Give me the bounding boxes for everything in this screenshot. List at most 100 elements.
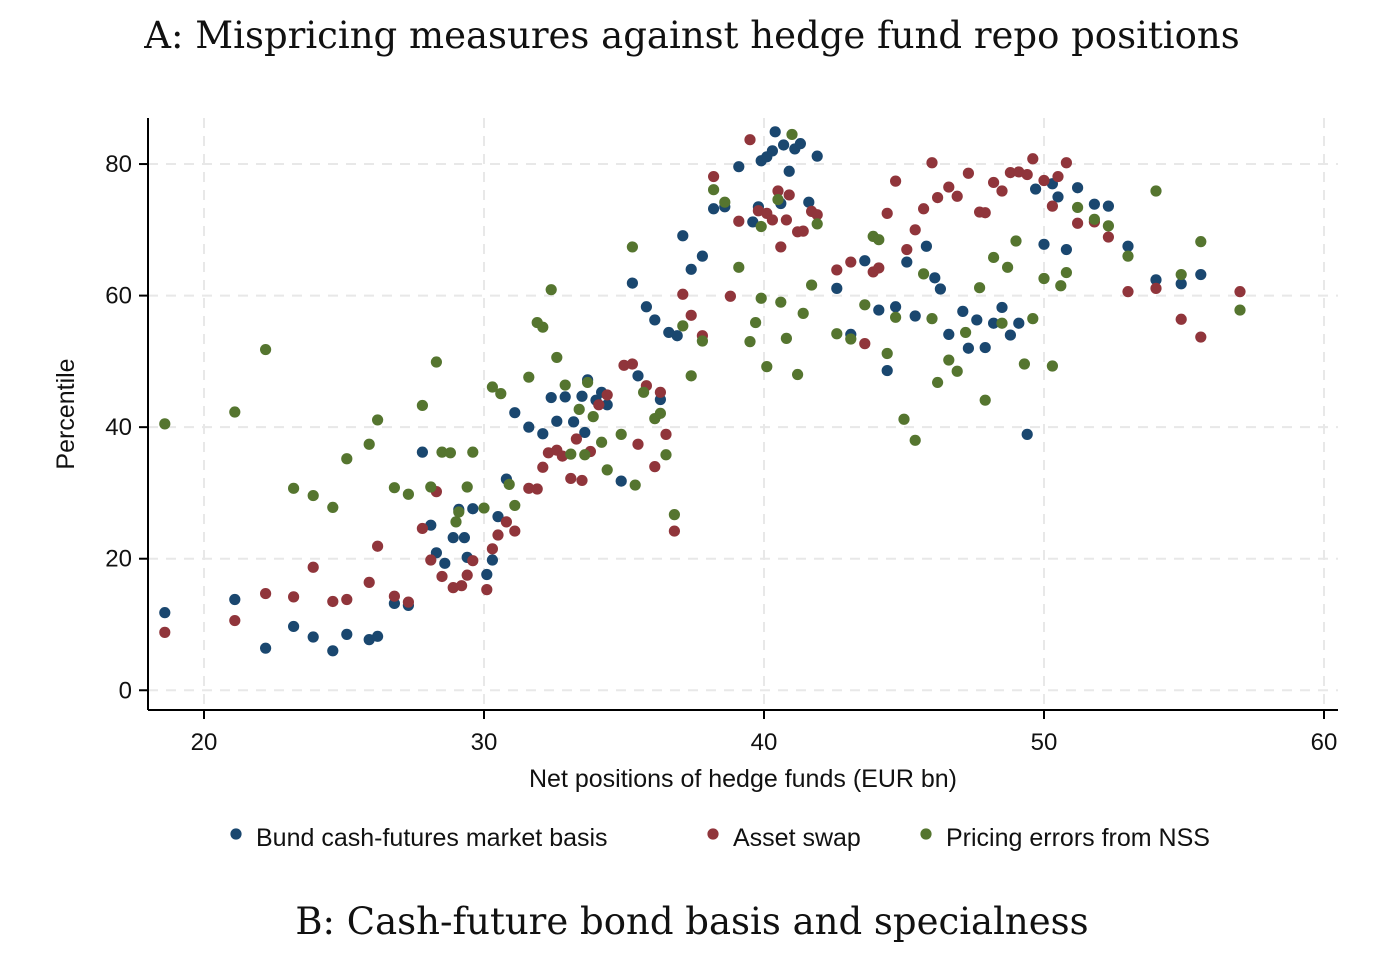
series-1 [159,134,1246,638]
data-point [1122,250,1134,262]
data-point [1234,286,1246,298]
data-point [859,255,871,267]
scatter-chart: 20 30 40 50 60 0 20 40 60 80 Net positions of hed… [52,118,1338,852]
data-point [733,261,745,273]
data-point [486,543,498,555]
data-point [943,328,955,341]
tick-marks: 20 30 40 50 60 0 20 40 60 80 [105,151,1337,756]
chart-title: A: Mispricing measures against hedge fun… [144,14,1240,57]
data-point [1013,317,1025,329]
data-point [467,555,479,567]
data-point [565,448,577,460]
data-point [601,399,613,411]
data-point [996,317,1008,329]
data-point [372,414,384,426]
data-point [1046,360,1058,372]
data-point [988,251,1000,264]
data-point [341,593,353,606]
next-panel-title: B: Cash-future bond basis and specialnes… [295,900,1089,943]
data-point [582,376,594,389]
data-point [447,532,459,544]
data-point [579,426,591,439]
data-point [229,593,241,606]
data-point [537,461,549,473]
data-point [1088,198,1100,210]
data-point [545,284,557,296]
data-point [1046,200,1058,212]
data-point [1013,166,1025,178]
data-point [685,263,697,275]
data-point [929,272,941,284]
data-point [909,310,921,322]
data-point [1122,286,1134,298]
data-point [159,418,171,430]
data-point [752,205,765,217]
data-point [568,416,580,428]
data-point [388,482,400,494]
data-point [500,516,512,528]
data-point [545,391,557,404]
data-point [708,203,720,215]
data-point [1175,278,1187,290]
legend-marker [230,828,242,840]
data-point [755,292,767,304]
data-point [724,290,737,302]
data-point [890,301,902,313]
data-point [668,525,681,537]
data-point [685,370,697,382]
data-point [626,358,639,370]
data-point [1102,231,1114,243]
data-point [576,390,588,402]
data-point [797,307,809,319]
data-point [576,474,588,487]
data-point [786,128,798,141]
series-2 [159,128,1246,528]
data-point [402,488,414,500]
data-point [486,554,498,566]
data-point [660,449,672,461]
data-point [596,436,608,448]
data-point [416,399,428,412]
data-point [750,316,762,329]
data-point [461,481,473,493]
data-point [831,264,843,276]
data-point [1010,235,1022,247]
data-point [1060,157,1072,169]
data-point [1195,236,1207,248]
data-point [486,381,498,393]
data-point [1102,220,1114,232]
data-point [660,428,672,440]
data-point [831,328,843,340]
data-point [806,279,818,291]
data-point [640,301,653,313]
data-point [509,499,521,512]
data-point [542,447,555,459]
y-tick-label: 40 [105,414,132,441]
data-point [881,347,893,360]
data-point [1030,183,1042,195]
data-point [481,584,493,596]
data-point [523,482,535,494]
data-point [733,161,745,173]
data-point [551,415,563,427]
data-point [974,282,986,294]
legend-marker [707,828,719,840]
data-point [1038,238,1050,250]
data-point [461,569,473,581]
data-point [873,262,885,274]
data-point [783,165,795,177]
data-point [579,449,591,461]
data-point [638,386,650,398]
data-point [425,481,437,493]
data-point [957,305,969,317]
data-point [481,568,493,581]
data-point [425,519,437,531]
data-point [663,326,675,339]
data-point [1021,168,1033,181]
data-point [926,313,938,325]
data-point [503,478,515,490]
data-point [780,214,793,226]
data-point [654,386,667,398]
x-tick-label: 40 [751,729,778,756]
data-point [1150,282,1162,294]
